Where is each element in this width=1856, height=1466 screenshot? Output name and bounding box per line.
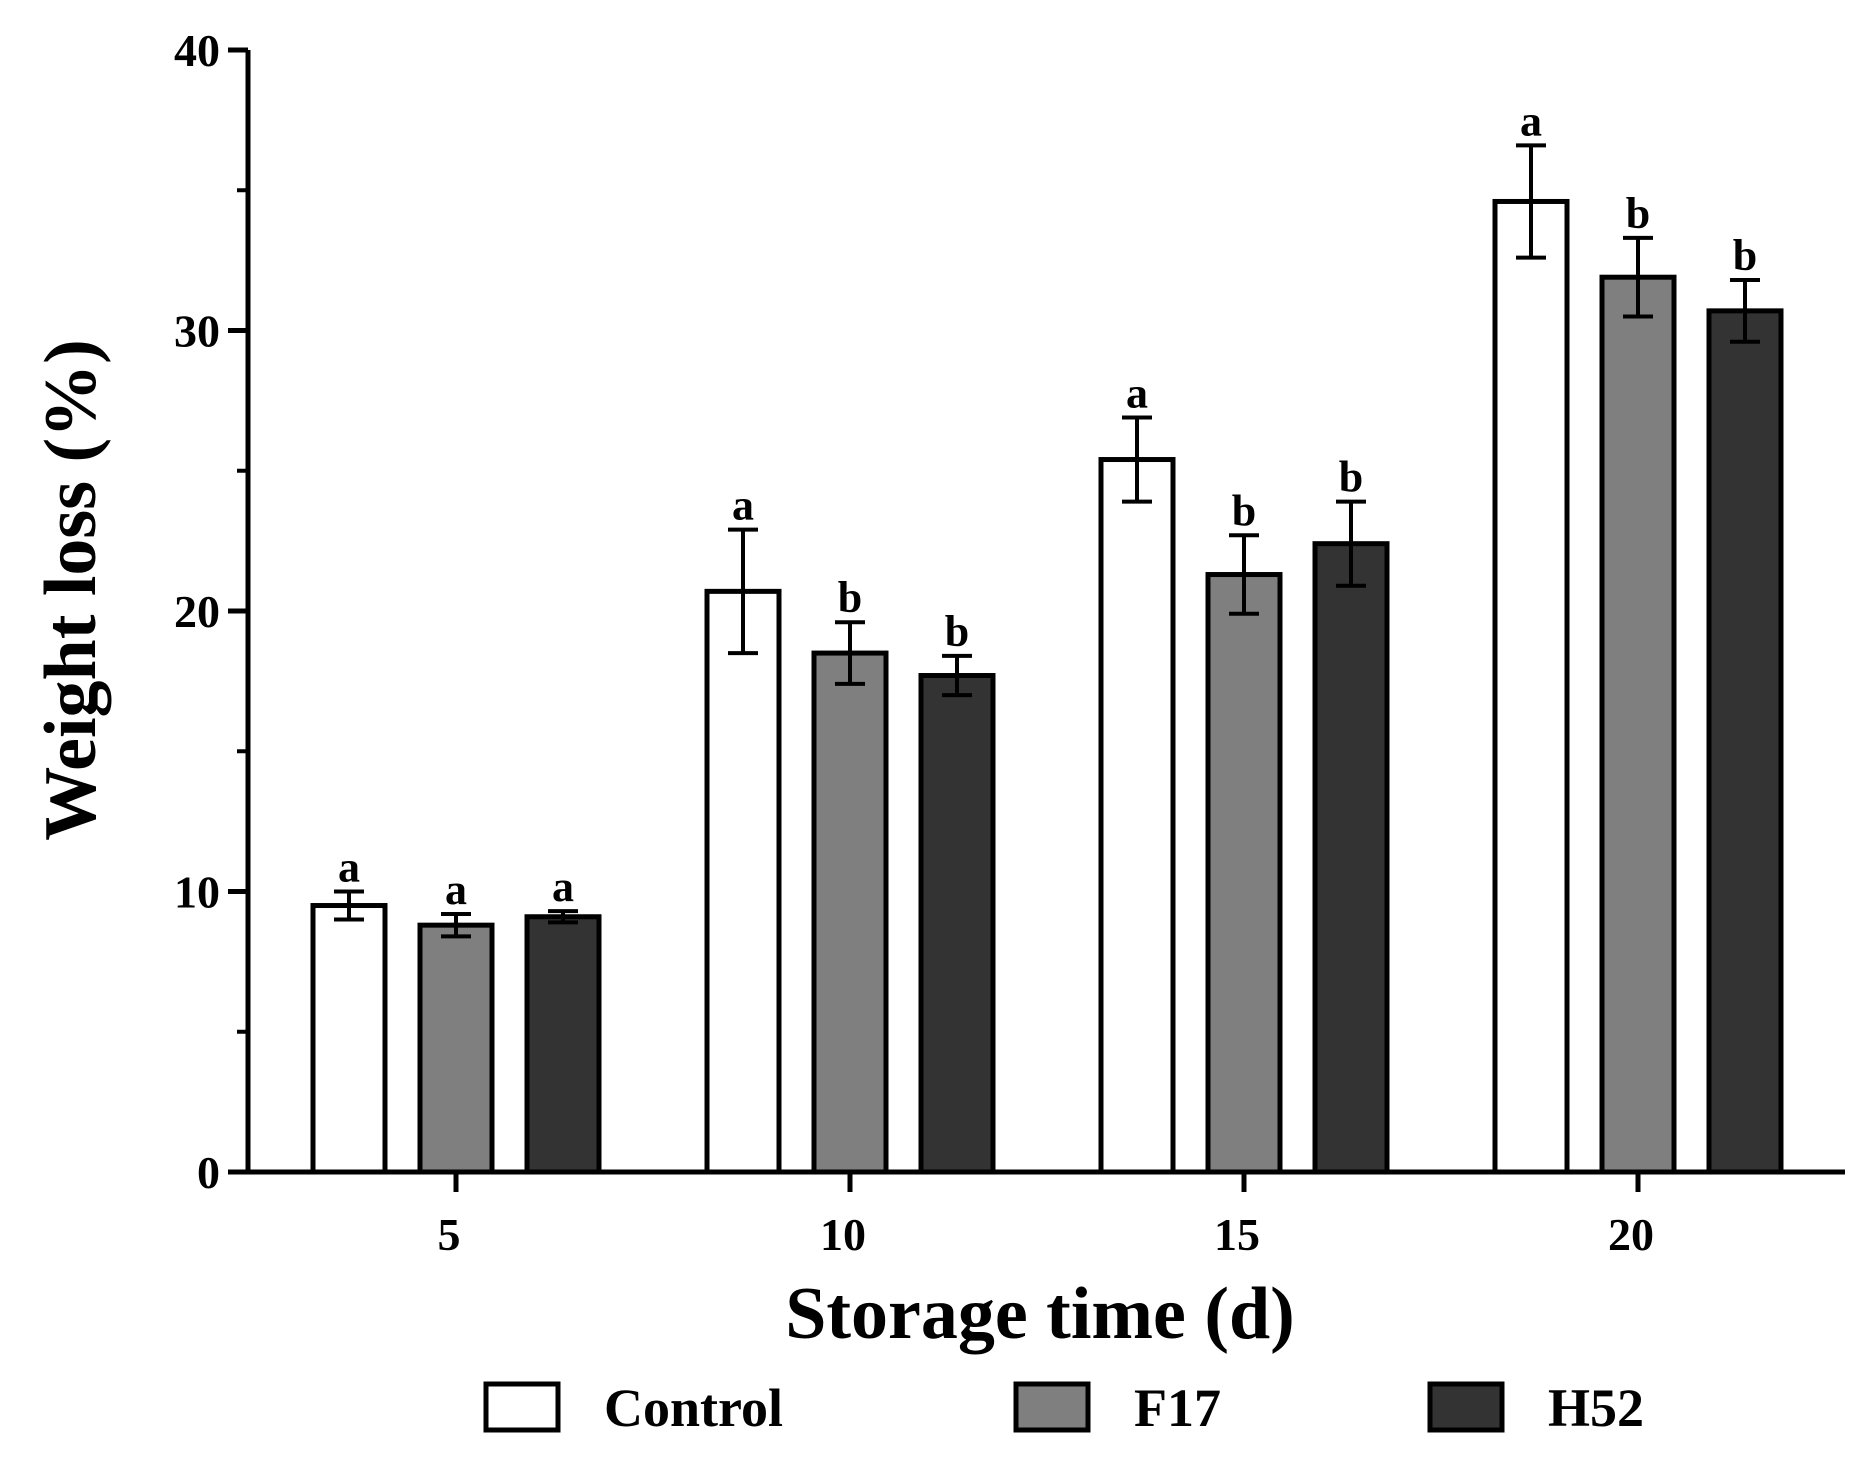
y-tick-label: 20 <box>174 586 220 637</box>
legend-swatch-h52 <box>1427 1381 1505 1433</box>
y-tick-label: 10 <box>174 867 220 918</box>
bar-f17-5 <box>417 922 495 1175</box>
bar-control-5 <box>310 903 388 1175</box>
bar-control-10 <box>704 588 782 1175</box>
bar-h52-5 <box>524 914 602 1175</box>
legend-label-f17: F17 <box>1134 1378 1221 1438</box>
significance-label: b <box>1626 189 1650 238</box>
significance-label: b <box>945 607 969 656</box>
y-axis-title: Weight loss (%) <box>30 339 112 841</box>
x-axis-title: Storage time (d) <box>785 1273 1295 1355</box>
y-tick-label: 30 <box>174 306 220 357</box>
x-tick-label: 15 <box>1214 1209 1260 1260</box>
significance-label: a <box>552 862 574 911</box>
bar-h52-15 <box>1312 541 1390 1175</box>
bar-f17-10 <box>811 650 889 1175</box>
bar-f17-15 <box>1205 572 1283 1175</box>
bar-h52-10 <box>918 673 996 1175</box>
significance-label: b <box>1339 453 1363 502</box>
bar-h52-20 <box>1706 308 1784 1175</box>
x-tick-label: 5 <box>438 1209 461 1260</box>
bar-control-20 <box>1492 198 1570 1175</box>
legend-label-h52: H52 <box>1548 1378 1644 1438</box>
x-tick-label: 10 <box>820 1209 866 1260</box>
legend-swatch-f17 <box>1013 1381 1091 1433</box>
y-tick-label: 0 <box>197 1147 220 1198</box>
significance-label: a <box>445 865 467 914</box>
y-tick-label: 40 <box>174 25 220 76</box>
significance-label: b <box>1232 486 1256 535</box>
significance-label: b <box>838 573 862 622</box>
legend-label-control: Control <box>604 1378 783 1438</box>
legend: Control F17 H52 <box>483 1378 1644 1438</box>
significance-label: a <box>338 843 360 892</box>
bar-f17-20 <box>1599 274 1677 1175</box>
bar-control-15 <box>1098 457 1176 1175</box>
significance-label: a <box>1126 368 1148 417</box>
significance-label: a <box>732 481 754 530</box>
x-tick-label: 20 <box>1608 1209 1654 1260</box>
legend-swatch-control <box>483 1381 561 1433</box>
significance-label: a <box>1520 96 1542 145</box>
significance-label: b <box>1733 231 1757 280</box>
plot-area: a a a a a b b b a b b b 0 10 20 30 40 5 10 15 20 <box>174 25 1845 1260</box>
